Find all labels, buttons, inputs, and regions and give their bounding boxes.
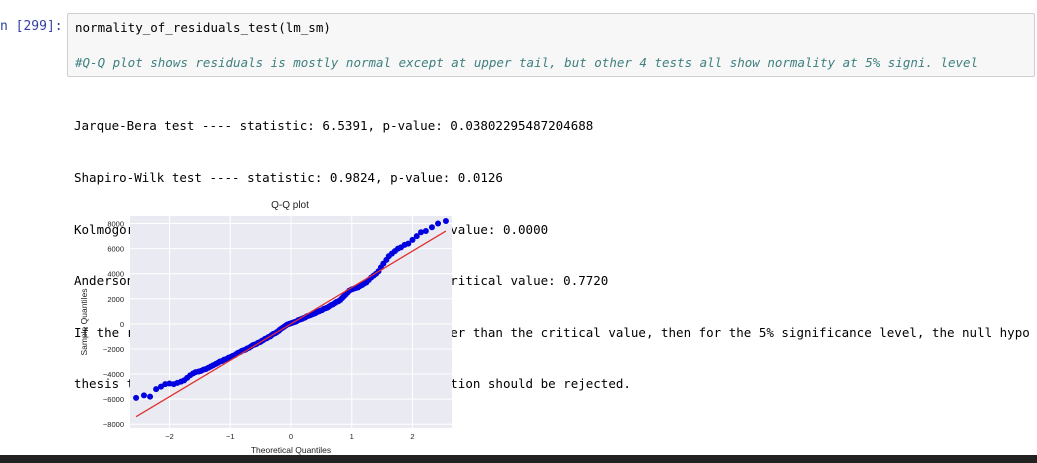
qq-plot-svg: Q-Q plot 8000 6000 4000 2000 0 −2000 −4000 −600… (79, 200, 452, 455)
x-tick-label: 2 (410, 432, 414, 441)
data-point (435, 220, 442, 227)
data-point (140, 392, 147, 399)
y-tick-label: −8000 (103, 420, 124, 429)
chart-title: Q-Q plot (271, 200, 309, 211)
y-tick-label: 6000 (107, 245, 124, 254)
y-tick-label: 2000 (107, 295, 124, 304)
y-tick-label: 4000 (107, 270, 124, 279)
data-point (133, 394, 140, 401)
output-line-jarque-bera: Jarque-Bera test ---- statistic: 6.5391,… (74, 118, 594, 134)
x-tick-label: 0 (289, 432, 293, 441)
output-line-shapiro-wilk: Shapiro-Wilk test ---- statistic: 0.9824… (74, 170, 503, 186)
data-point (428, 224, 435, 231)
reference-line (135, 230, 447, 418)
data-point (422, 228, 429, 235)
y-tick-label: −2000 (103, 345, 124, 354)
y-tick-label: −4000 (103, 370, 124, 379)
bottom-border (0, 455, 1037, 463)
code-line[interactable]: normality_of_residuals_test(lm_sm) (75, 20, 331, 35)
y-tick-label: 8000 (107, 220, 124, 229)
cell-prompt: n [299]: (0, 19, 63, 34)
x-axis-label: Theoretical Quantiles (251, 445, 331, 455)
y-tick-label: 0 (120, 320, 124, 329)
qq-plot: Q-Q plot 8000 6000 4000 2000 0 −2000 −4000 −600… (74, 195, 474, 461)
y-tick-labels: 8000 6000 4000 2000 0 −2000 −4000 −6000 −8000 (103, 220, 124, 430)
data-point (409, 236, 416, 243)
data-points (133, 218, 449, 401)
data-point (405, 240, 412, 247)
data-point (147, 393, 154, 400)
code-cell-input[interactable]: normality_of_residuals_test(lm_sm) #Q-Q … (67, 13, 1035, 77)
x-tick-label: 1 (350, 432, 354, 441)
y-axis-label: Sample Quantiles (79, 288, 89, 355)
data-point (418, 229, 425, 236)
data-point (442, 218, 449, 225)
x-tick-label: −2 (165, 432, 174, 441)
data-point (153, 386, 160, 393)
x-tick-label: −1 (226, 432, 235, 441)
left-edge (0, 0, 2, 455)
y-tick-label: −6000 (103, 395, 124, 404)
x-tick-labels: −2 −1 0 1 2 (165, 432, 414, 441)
data-point (413, 233, 420, 240)
code-comment[interactable]: #Q-Q plot shows residuals is mostly norm… (75, 55, 979, 70)
